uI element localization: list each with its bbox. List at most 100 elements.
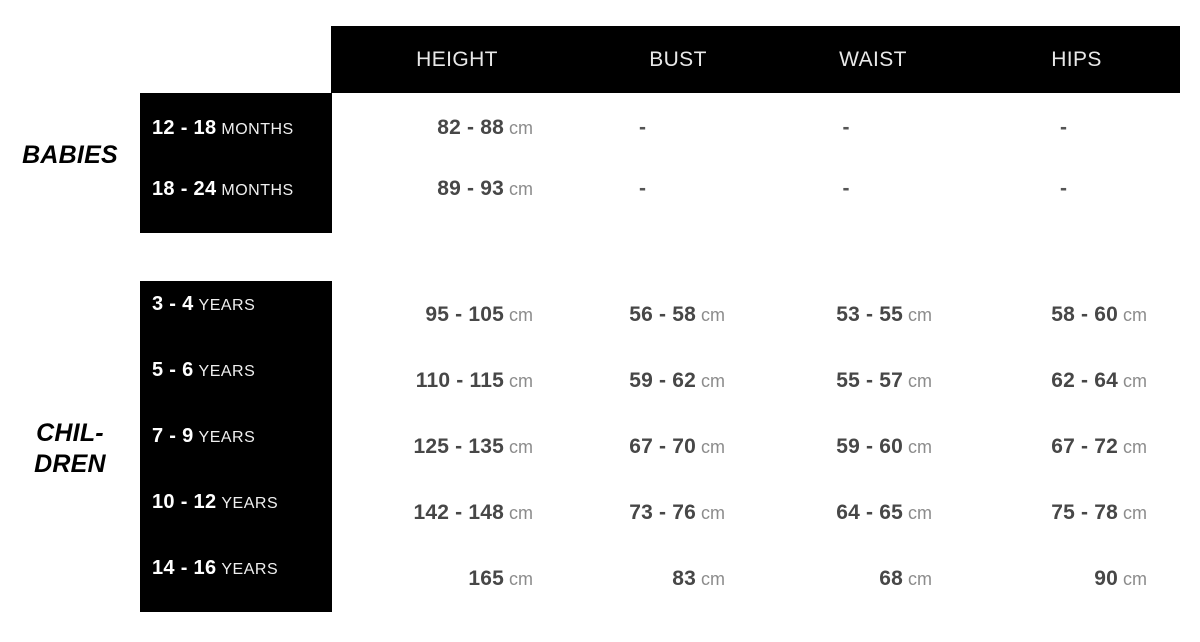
age-unit: YEARS bbox=[221, 495, 279, 512]
unit: cm bbox=[1123, 437, 1147, 457]
column-header-waist: WAIST bbox=[839, 48, 907, 71]
column-header-height: HEIGHT bbox=[416, 48, 498, 71]
cell-children-2-bust: 67 - 70 cm bbox=[560, 432, 725, 462]
age-block-children: 3 - 4 YEARS 5 - 6 YEARS 7 - 9 YEARS 10 - 12… bbox=[140, 281, 332, 612]
unit: cm bbox=[509, 371, 533, 391]
value: 55 - 57 bbox=[836, 369, 903, 392]
empty-placeholder: - bbox=[639, 116, 646, 139]
unit: cm bbox=[1123, 569, 1147, 589]
value: 95 - 105 bbox=[425, 303, 504, 326]
empty-placeholder: - bbox=[1060, 116, 1067, 139]
age-row-children-1: 5 - 6 YEARS bbox=[152, 357, 326, 383]
value: 90 bbox=[1094, 567, 1118, 590]
cell-babies-0-hips: - bbox=[980, 113, 1147, 143]
cell-babies-1-hips: - bbox=[980, 174, 1147, 204]
value: 75 - 78 bbox=[1051, 501, 1118, 524]
unit: cm bbox=[509, 503, 533, 523]
cell-children-4-hips: 90 cm bbox=[980, 564, 1147, 594]
empty-placeholder: - bbox=[842, 177, 850, 200]
value: 68 bbox=[879, 567, 903, 590]
table-header-bar: HEIGHT BUST WAIST HIPS bbox=[331, 26, 1180, 93]
value: 56 - 58 bbox=[629, 303, 696, 326]
value: 67 - 72 bbox=[1051, 435, 1118, 458]
age-unit: YEARS bbox=[198, 363, 256, 380]
value: 59 - 60 bbox=[836, 435, 903, 458]
cell-babies-0-height: 82 - 88 cm bbox=[340, 113, 533, 143]
cell-children-0-waist: 53 - 55 cm bbox=[760, 300, 932, 330]
unit: cm bbox=[509, 437, 533, 457]
unit: cm bbox=[701, 437, 725, 457]
age-range: 7 - 9 bbox=[152, 425, 194, 447]
value: 64 - 65 bbox=[836, 501, 903, 524]
value: 59 - 62 bbox=[629, 369, 696, 392]
cell-children-2-hips: 67 - 72 cm bbox=[980, 432, 1147, 462]
column-header-bust: BUST bbox=[649, 48, 707, 71]
cell-children-4-bust: 83 cm bbox=[560, 564, 725, 594]
cell-children-3-waist: 64 - 65 cm bbox=[760, 498, 932, 528]
cell-babies-1-height: 89 - 93 cm bbox=[340, 174, 533, 204]
unit: cm bbox=[509, 305, 533, 325]
unit: cm bbox=[908, 305, 932, 325]
value: 165 bbox=[468, 567, 504, 590]
age-unit: MONTHS bbox=[221, 182, 294, 199]
value: 67 - 70 bbox=[629, 435, 696, 458]
age-range: 5 - 6 bbox=[152, 359, 194, 381]
age-row-children-3: 10 - 12 YEARS bbox=[152, 489, 326, 515]
cell-children-4-height: 165 cm bbox=[340, 564, 533, 594]
value: 53 - 55 bbox=[836, 303, 903, 326]
age-row-babies-0: 12 - 18 MONTHS bbox=[152, 115, 326, 141]
unit: cm bbox=[908, 371, 932, 391]
value: 83 bbox=[672, 567, 696, 590]
value: 73 - 76 bbox=[629, 501, 696, 524]
cell-children-1-waist: 55 - 57 cm bbox=[760, 366, 932, 396]
age-unit: MONTHS bbox=[221, 121, 294, 138]
group-label-babies-line-1: BABIES bbox=[22, 141, 118, 169]
age-row-children-4: 14 - 16 YEARS bbox=[152, 555, 326, 581]
unit: cm bbox=[908, 503, 932, 523]
age-row-babies-1: 18 - 24 MONTHS bbox=[152, 176, 326, 202]
cell-children-4-waist: 68 cm bbox=[760, 564, 932, 594]
age-block-babies: 12 - 18 MONTHS 18 - 24 MONTHS bbox=[140, 93, 332, 233]
empty-placeholder: - bbox=[842, 116, 850, 139]
value: 125 - 135 bbox=[413, 435, 504, 458]
unit: cm bbox=[908, 569, 932, 589]
value: 110 - 115 bbox=[415, 369, 504, 392]
unit: cm bbox=[1123, 305, 1147, 325]
unit: cm bbox=[509, 569, 533, 589]
group-label-children-line-1: CHIL- bbox=[36, 419, 104, 447]
age-range: 12 - 18 bbox=[152, 117, 217, 139]
age-unit: YEARS bbox=[198, 297, 256, 314]
column-header-hips: HIPS bbox=[1051, 48, 1102, 71]
cell-children-0-hips: 58 - 60 cm bbox=[980, 300, 1147, 330]
empty-placeholder: - bbox=[1060, 177, 1067, 200]
cell-babies-1-bust: - bbox=[560, 174, 725, 204]
group-label-children-line-2: DREN bbox=[34, 449, 106, 478]
cell-children-3-hips: 75 - 78 cm bbox=[980, 498, 1147, 528]
cell-babies-1-waist: - bbox=[760, 174, 932, 204]
age-range: 10 - 12 bbox=[152, 491, 217, 513]
age-range: 14 - 16 bbox=[152, 557, 217, 579]
value: 89 - 93 bbox=[437, 177, 504, 200]
unit: cm bbox=[908, 437, 932, 457]
value: 82 - 88 bbox=[437, 116, 504, 139]
cell-babies-0-waist: - bbox=[760, 113, 932, 143]
age-unit: YEARS bbox=[198, 429, 256, 446]
cell-children-3-height: 142 - 148 cm bbox=[340, 498, 533, 528]
age-range: 18 - 24 bbox=[152, 178, 217, 200]
age-unit: YEARS bbox=[221, 561, 279, 578]
group-label-babies: BABIES bbox=[0, 140, 140, 171]
unit: cm bbox=[701, 371, 725, 391]
unit: cm bbox=[509, 179, 533, 199]
age-row-children-0: 3 - 4 YEARS bbox=[152, 291, 326, 317]
empty-placeholder: - bbox=[639, 177, 646, 200]
group-label-children: CHIL- DREN bbox=[0, 418, 140, 479]
cell-children-2-height: 125 - 135 cm bbox=[340, 432, 533, 462]
unit: cm bbox=[1123, 503, 1147, 523]
value: 62 - 64 bbox=[1051, 369, 1118, 392]
cell-children-1-hips: 62 - 64 cm bbox=[980, 366, 1147, 396]
unit: cm bbox=[701, 503, 725, 523]
age-row-children-2: 7 - 9 YEARS bbox=[152, 423, 326, 449]
cell-children-1-height: 110 - 115 cm bbox=[340, 366, 533, 396]
cell-children-2-waist: 59 - 60 cm bbox=[760, 432, 932, 462]
